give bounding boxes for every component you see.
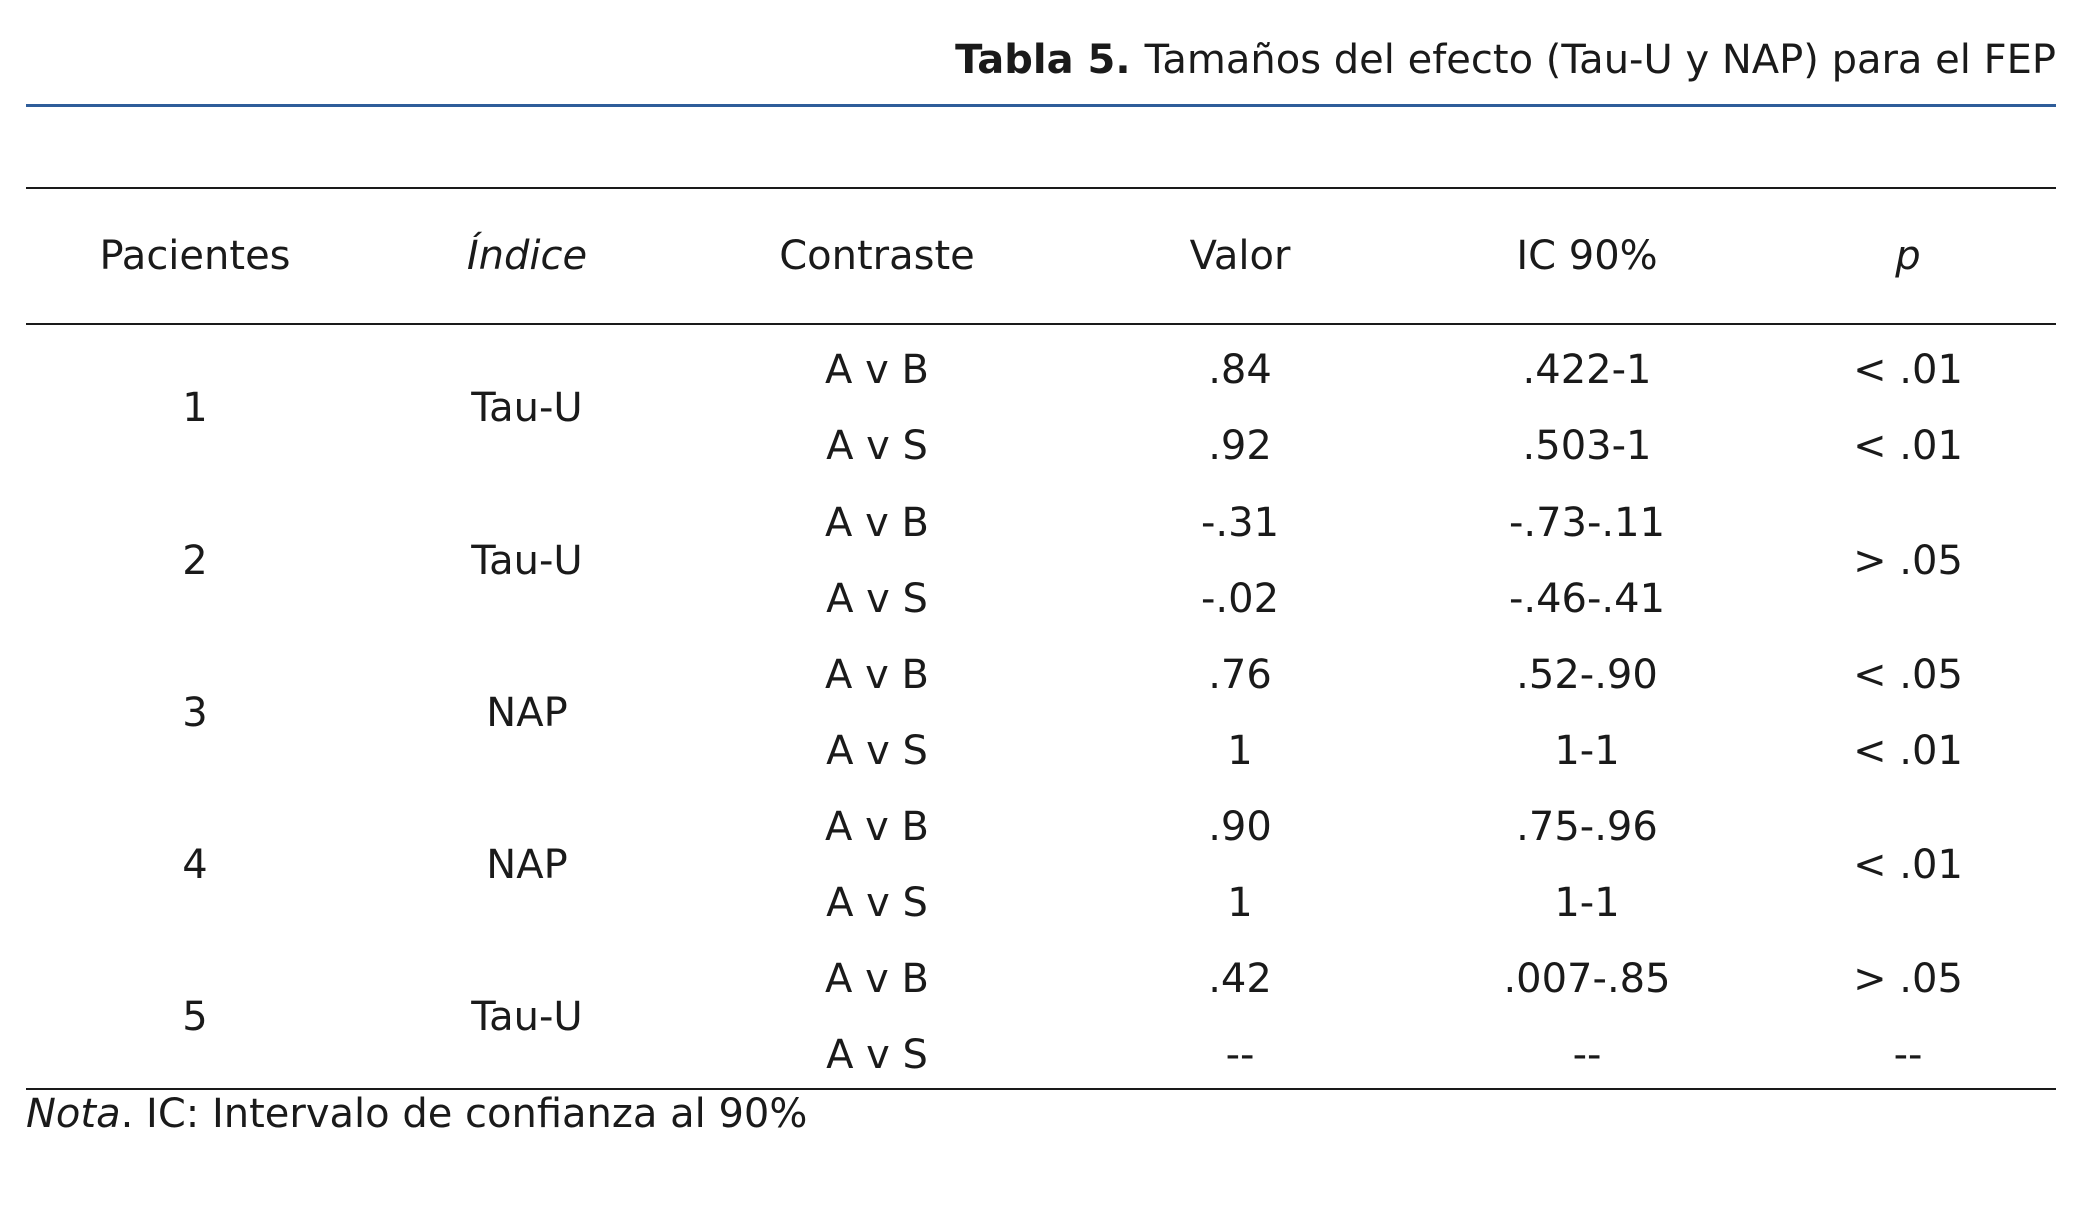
table-note: Nota. IC: Intervalo de confianza al 90% [26,1088,807,1140]
caption-rule [26,104,2056,107]
p-cell: < .01 [1853,728,1963,774]
ci-cell: .75-.96 [1516,804,1658,850]
ci-cell: .503-1 [1522,423,1652,469]
contrast-cell: A v B [825,500,929,546]
ci-cell: .422-1 [1522,347,1652,393]
contrast-cell: A v S [826,880,928,926]
effect-index: Tau-U [471,994,583,1040]
patient-number: 1 [182,385,208,431]
value-cell: -.02 [1200,576,1280,622]
patient-number: 2 [182,538,208,584]
ci-cell: 1-1 [1554,880,1620,926]
contrast-cell: A v B [825,956,929,1002]
header-indice: Índice [466,233,588,279]
value-cell: -.31 [1200,500,1280,546]
value-cell: .42 [1208,956,1272,1002]
value-cell: .76 [1208,652,1272,698]
note-lead: Nota [26,1091,121,1137]
note-text: . IC: Intervalo de confianza al 90% [120,1091,808,1137]
caption-label: Tabla 5. [955,37,1131,83]
table-caption: Tabla 5. Tamaños del efecto (Tau-U y NAP)… [955,34,2056,86]
effect-index: Tau-U [471,385,583,431]
value-cell: .92 [1208,423,1272,469]
header-ic: IC 90% [1516,233,1658,279]
effect-index: NAP [486,842,568,888]
value-cell: .84 [1208,347,1272,393]
table-header-rule [26,323,2056,325]
ci-cell: .007-.85 [1503,956,1671,1002]
header-contraste: Contraste [779,233,975,279]
ci-cell: -.73-.11 [1508,500,1666,546]
p-cell: > .05 [1853,956,1963,1002]
ci-cell: -.46-.41 [1508,576,1666,622]
contrast-cell: A v B [825,652,929,698]
caption-title: Tamaños del efecto (Tau-U y NAP) para el… [1144,37,2056,83]
header-pacientes: Pacientes [99,233,291,279]
patient-number: 3 [182,690,208,736]
ci-cell: 1-1 [1554,728,1620,774]
p-cell: < .05 [1853,652,1963,698]
value-cell: 1 [1227,728,1253,774]
contrast-cell: A v S [826,1032,928,1078]
p-cell: > .05 [1853,538,1963,584]
p-cell: < .01 [1853,347,1963,393]
contrast-cell: A v S [826,576,928,622]
p-cell: < .01 [1853,423,1963,469]
contrast-cell: A v B [825,347,929,393]
contrast-cell: A v S [826,728,928,774]
value-cell: -- [1225,1032,1255,1078]
header-p: p [1895,233,1921,279]
ci-cell: .52-.90 [1516,652,1658,698]
patient-number: 4 [182,842,208,888]
patient-number: 5 [182,994,208,1040]
value-cell: 1 [1227,880,1253,926]
table-bottom-rule [26,1088,2056,1090]
contrast-cell: A v B [825,804,929,850]
header-valor: Valor [1189,233,1291,279]
table-top-rule [26,187,2056,189]
value-cell: .90 [1208,804,1272,850]
ci-cell: -- [1572,1032,1602,1078]
p-cell: -- [1893,1032,1923,1078]
effect-index: Tau-U [471,538,583,584]
effect-index: NAP [486,690,568,736]
contrast-cell: A v S [826,423,928,469]
p-cell: < .01 [1853,842,1963,888]
